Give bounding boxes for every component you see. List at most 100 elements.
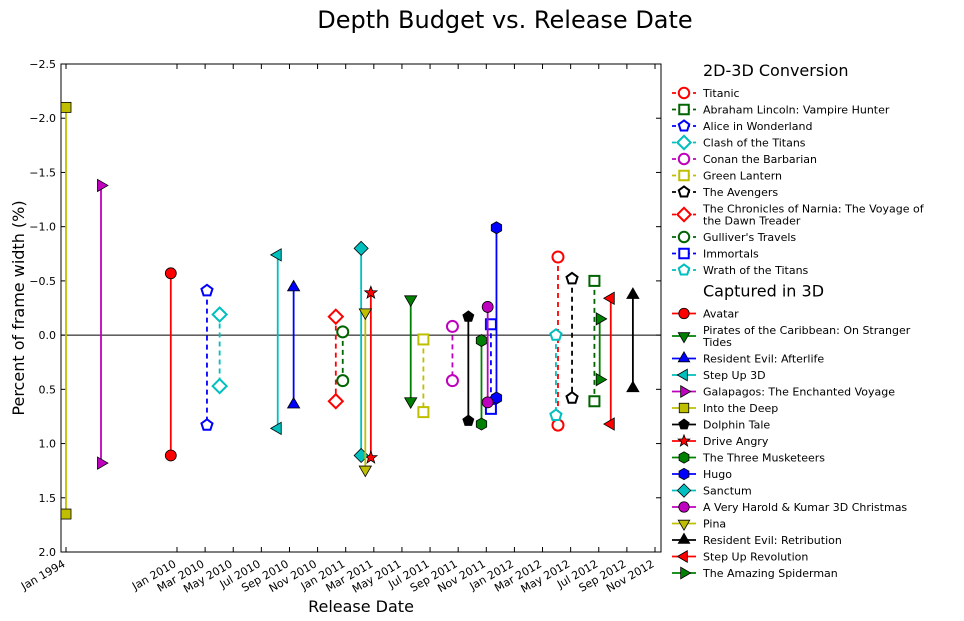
- legend-marker: [678, 402, 690, 414]
- legend-marker-shape: [680, 385, 692, 398]
- far-point-shape: [336, 374, 350, 388]
- near-point: [565, 271, 579, 285]
- far-point: [588, 395, 601, 408]
- series-into-the-deep: [60, 101, 72, 520]
- near-point-shape: [417, 333, 430, 346]
- legend-label: Alice in Wonderland: [703, 120, 812, 133]
- far-point-shape: [164, 449, 177, 462]
- near-point-shape: [626, 287, 640, 299]
- near-point: [481, 301, 494, 313]
- legend-item: The Three Musketeers: [672, 451, 825, 465]
- legend-marker: [677, 86, 691, 100]
- legend-label: Dolphin Tale: [703, 419, 770, 432]
- series-step-up-revolution: [602, 291, 615, 431]
- legend-marker-shape: [676, 483, 692, 498]
- legend-label: Pirates of the Caribbean: On Stranger Tid…: [702, 324, 911, 349]
- legend-marker: [680, 385, 692, 398]
- series-galapagos-the-enchanted-voyage: [97, 178, 109, 470]
- legend-marker: [675, 134, 693, 151]
- far-point: [475, 417, 488, 431]
- legend-label: Into the Deep: [703, 402, 778, 415]
- legend-label: Abraham Lincoln: Vampire Hunter: [703, 104, 890, 117]
- near-point-shape: [588, 274, 601, 287]
- legend-marker: [677, 332, 691, 344]
- legend-label: Step Up Revolution: [703, 551, 808, 564]
- legend-item: Abraham Lincoln: Vampire Hunter: [672, 104, 890, 117]
- near-point: [475, 334, 488, 347]
- series-the-avengers: [565, 271, 579, 404]
- far-point: [60, 508, 72, 520]
- near-point-shape: [286, 279, 301, 292]
- legend-heading: 2D-3D Conversion: [703, 61, 849, 80]
- legend-marker-shape: [677, 433, 691, 447]
- legend-marker-shape: [677, 519, 691, 531]
- legend-label: Gulliver's Travels: [703, 231, 796, 244]
- legend-marker-shape: [676, 368, 688, 382]
- y-axis-label: Percent of frame width (%): [9, 200, 28, 415]
- far-point-shape: [602, 417, 615, 431]
- legend-label: The Chronicles of Narnia: The Voyage of t…: [702, 203, 925, 228]
- near-point: [97, 178, 109, 193]
- legend-marker-shape: [678, 418, 690, 430]
- legend-label: Resident Evil: Retribution: [703, 534, 842, 547]
- far-point-shape: [595, 372, 608, 387]
- near-point: [490, 221, 503, 235]
- legend-marker: [680, 566, 692, 580]
- y-tick-label: −2.0: [29, 112, 56, 125]
- near-point: [595, 312, 608, 326]
- legend-item: Alice in Wonderland: [672, 119, 812, 133]
- legend-label: Conan the Barbarian: [703, 153, 817, 166]
- far-point: [490, 391, 503, 405]
- y-tick-label: −1.5: [29, 166, 56, 179]
- y-tick-label: −0.5: [29, 275, 56, 288]
- near-point-shape: [475, 334, 488, 347]
- near-point-shape: [462, 310, 475, 322]
- legend-item: Titanic: [672, 86, 740, 100]
- legend-item: Wrath of the Titans: [672, 263, 809, 277]
- legend-item: Resident Evil: Afterlife: [672, 351, 824, 366]
- near-point: [269, 248, 282, 262]
- legend-label: Pina: [703, 518, 726, 531]
- series-the-chronicles-of-narnia-the-voyage-of-the-dawn-treader: [327, 308, 345, 410]
- far-point: [565, 390, 579, 404]
- near-point: [286, 279, 301, 292]
- legend-label: The Three Musketeers: [702, 452, 825, 465]
- far-point: [164, 449, 177, 462]
- near-point-shape: [97, 178, 109, 193]
- near-point: [551, 250, 565, 264]
- far-point: [403, 397, 418, 410]
- series-alice-in-wonderland: [200, 283, 214, 431]
- legend-label: Immortals: [703, 248, 759, 261]
- near-point-shape: [490, 221, 503, 235]
- legend-marker-shape: [678, 402, 690, 414]
- far-point: [626, 380, 640, 393]
- legend-label: Step Up 3D: [703, 369, 766, 382]
- far-point-shape: [327, 392, 345, 410]
- legend-item: Dolphin Tale: [672, 418, 770, 432]
- far-point: [445, 374, 459, 388]
- legend-item: Hugo: [672, 467, 732, 481]
- legend-marker: [677, 351, 691, 363]
- far-point: [551, 418, 565, 432]
- legend-marker-shape: [677, 119, 691, 132]
- legend-label: A Very Harold & Kumar 3D Christmas: [703, 501, 907, 514]
- legend-marker: [677, 230, 691, 244]
- legend-marker: [677, 152, 691, 166]
- legend-marker-shape: [676, 550, 688, 563]
- near-point-shape: [60, 101, 72, 113]
- far-point-shape: [200, 418, 214, 431]
- legend-marker: [678, 418, 690, 430]
- y-tick-label: −1.0: [29, 221, 56, 234]
- far-point-shape: [269, 421, 282, 436]
- series-hugo: [490, 221, 503, 405]
- far-point-shape: [462, 414, 475, 426]
- legend-marker-shape: [675, 134, 693, 151]
- legend-marker: [677, 263, 691, 276]
- y-tick-label: 2.0: [39, 546, 57, 559]
- near-point: [363, 285, 379, 300]
- near-point: [602, 291, 615, 305]
- near-point: [549, 328, 563, 341]
- far-point-shape: [211, 377, 229, 395]
- far-point: [481, 396, 494, 409]
- legend-marker-shape: [678, 307, 690, 320]
